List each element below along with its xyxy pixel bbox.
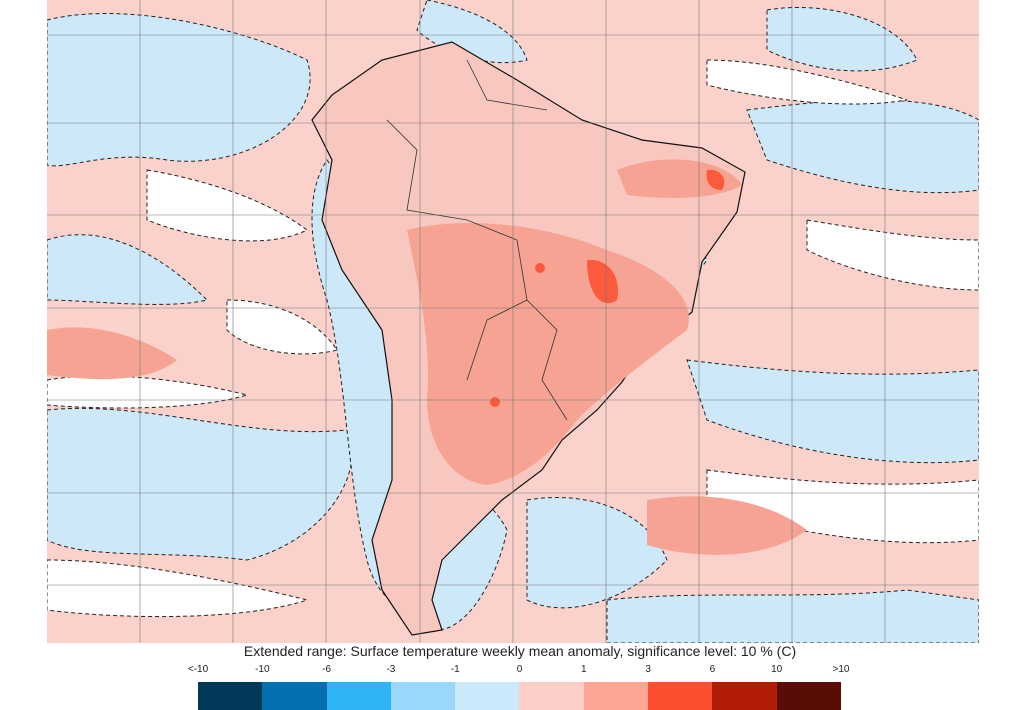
color-legend	[198, 682, 841, 710]
legend-tick-label: 1	[581, 664, 587, 675]
legend-swatch	[326, 682, 391, 710]
legend-tick-label: 10	[771, 664, 783, 675]
legend-tick-label: >10	[832, 664, 850, 675]
northeast-warm-region	[617, 159, 742, 198]
legend-ticks: <-10 -10 -6 -3 -1 0 1 3 6 10 >10	[188, 664, 850, 678]
pacific-warm-region	[47, 327, 177, 380]
legend-tick-label: -10	[255, 664, 270, 675]
legend-swatch	[776, 682, 841, 710]
legend-tick-label: 3	[645, 664, 651, 675]
legend-tick-label: -6	[322, 664, 332, 675]
legend-swatch	[519, 682, 584, 710]
atlantic-warm-region	[647, 496, 807, 555]
legend-tick-label: 0	[516, 664, 523, 675]
hot-spots	[490, 169, 725, 407]
legend-tick-label: 6	[709, 664, 716, 675]
legend-swatch	[583, 682, 649, 710]
grid-lines	[47, 0, 979, 643]
legend-swatch	[198, 682, 263, 710]
legend-tick-label: <-10	[187, 664, 209, 675]
legend-swatch	[712, 682, 777, 710]
legend-swatch	[648, 682, 713, 710]
legend-swatch	[262, 682, 327, 710]
legend-tick-label: -1	[450, 664, 460, 675]
legend-swatch	[455, 682, 520, 710]
legend-tick-label: -3	[386, 664, 396, 675]
strong-warm-region	[407, 222, 689, 485]
map-title: Extended range: Surface temperature week…	[243, 643, 797, 659]
legend-swatch	[390, 682, 456, 710]
anomaly-map	[47, 0, 979, 643]
